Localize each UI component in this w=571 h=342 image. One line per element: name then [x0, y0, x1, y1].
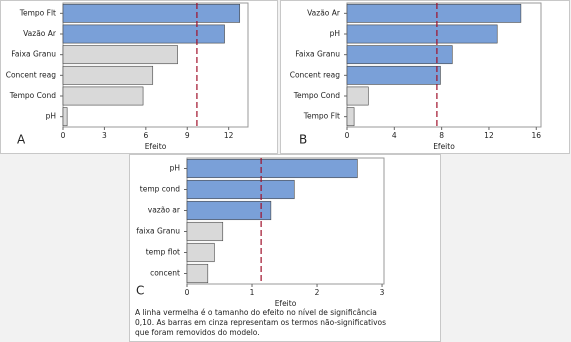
panel-label: A: [17, 133, 26, 147]
bar: [62, 45, 178, 65]
caption-line: que foram removidos do modelo.: [135, 328, 260, 337]
category-label: temp flot: [146, 248, 180, 257]
plot-area: [62, 2, 249, 128]
category-label: Tempo Cond: [293, 91, 341, 100]
bar: [62, 86, 144, 106]
x-tick-label: 9: [185, 131, 190, 140]
x-axis-label: Efeito: [145, 142, 167, 151]
category-label: Vazão Ar: [23, 29, 57, 38]
bar: [186, 179, 295, 200]
x-tick-label: 8: [439, 131, 444, 140]
bar: [346, 86, 369, 106]
caption-line: 0,10. As barras em cinza representam os …: [135, 318, 386, 327]
category-label: Tempo Flt: [303, 112, 340, 121]
category-label: concent: [150, 269, 180, 278]
panel-label: C: [136, 284, 144, 298]
plot-area: [186, 157, 385, 285]
bar: [62, 107, 68, 127]
x-tick-label: 12: [484, 131, 494, 140]
caption-line: A linha vermelha é o tamanho do efeito n…: [135, 308, 377, 317]
category-label: pH: [46, 112, 56, 121]
category-label: Faixa Granu: [295, 50, 340, 59]
category-label: Concent reag: [6, 70, 57, 79]
x-tick-label: 3: [380, 288, 385, 297]
bar: [346, 3, 522, 23]
x-tick-label: 6: [143, 131, 148, 140]
category-label: Tempo Cond: [9, 91, 57, 100]
category-label: temp cond: [140, 185, 180, 194]
category-label: Concent reag: [290, 70, 341, 79]
plot-area: [346, 2, 542, 128]
category-label: vazão ar: [148, 206, 181, 215]
x-axis-label: Efeito: [433, 142, 455, 151]
x-tick-label: 0: [185, 288, 190, 297]
x-tick-label: 12: [224, 131, 234, 140]
category-label: pH: [170, 164, 180, 173]
bar: [186, 158, 358, 179]
x-tick-label: 2: [315, 288, 320, 297]
category-label: Tempo Flt: [19, 8, 56, 17]
bar: [346, 65, 441, 85]
bar: [186, 263, 209, 284]
bar: [62, 3, 241, 23]
x-tick-label: 0: [61, 131, 66, 140]
bar: [346, 24, 498, 44]
x-tick-label: 4: [392, 131, 397, 140]
bar: [62, 24, 225, 44]
x-tick-label: 3: [102, 131, 107, 140]
bar: [62, 65, 154, 85]
x-axis-label: Efeito: [275, 299, 297, 308]
category-label: Faixa Granu: [11, 50, 56, 59]
bar: [346, 107, 355, 127]
x-tick-label: 0: [345, 131, 350, 140]
bar: [186, 221, 224, 242]
panel-label: B: [299, 133, 307, 147]
x-tick-label: 1: [250, 288, 255, 297]
bar: [186, 242, 215, 263]
bar: [186, 200, 272, 221]
category-label: faixa Granu: [136, 227, 180, 236]
x-tick-label: 16: [531, 131, 541, 140]
category-label: pH: [330, 29, 340, 38]
category-label: Vazão Ar: [307, 8, 341, 17]
